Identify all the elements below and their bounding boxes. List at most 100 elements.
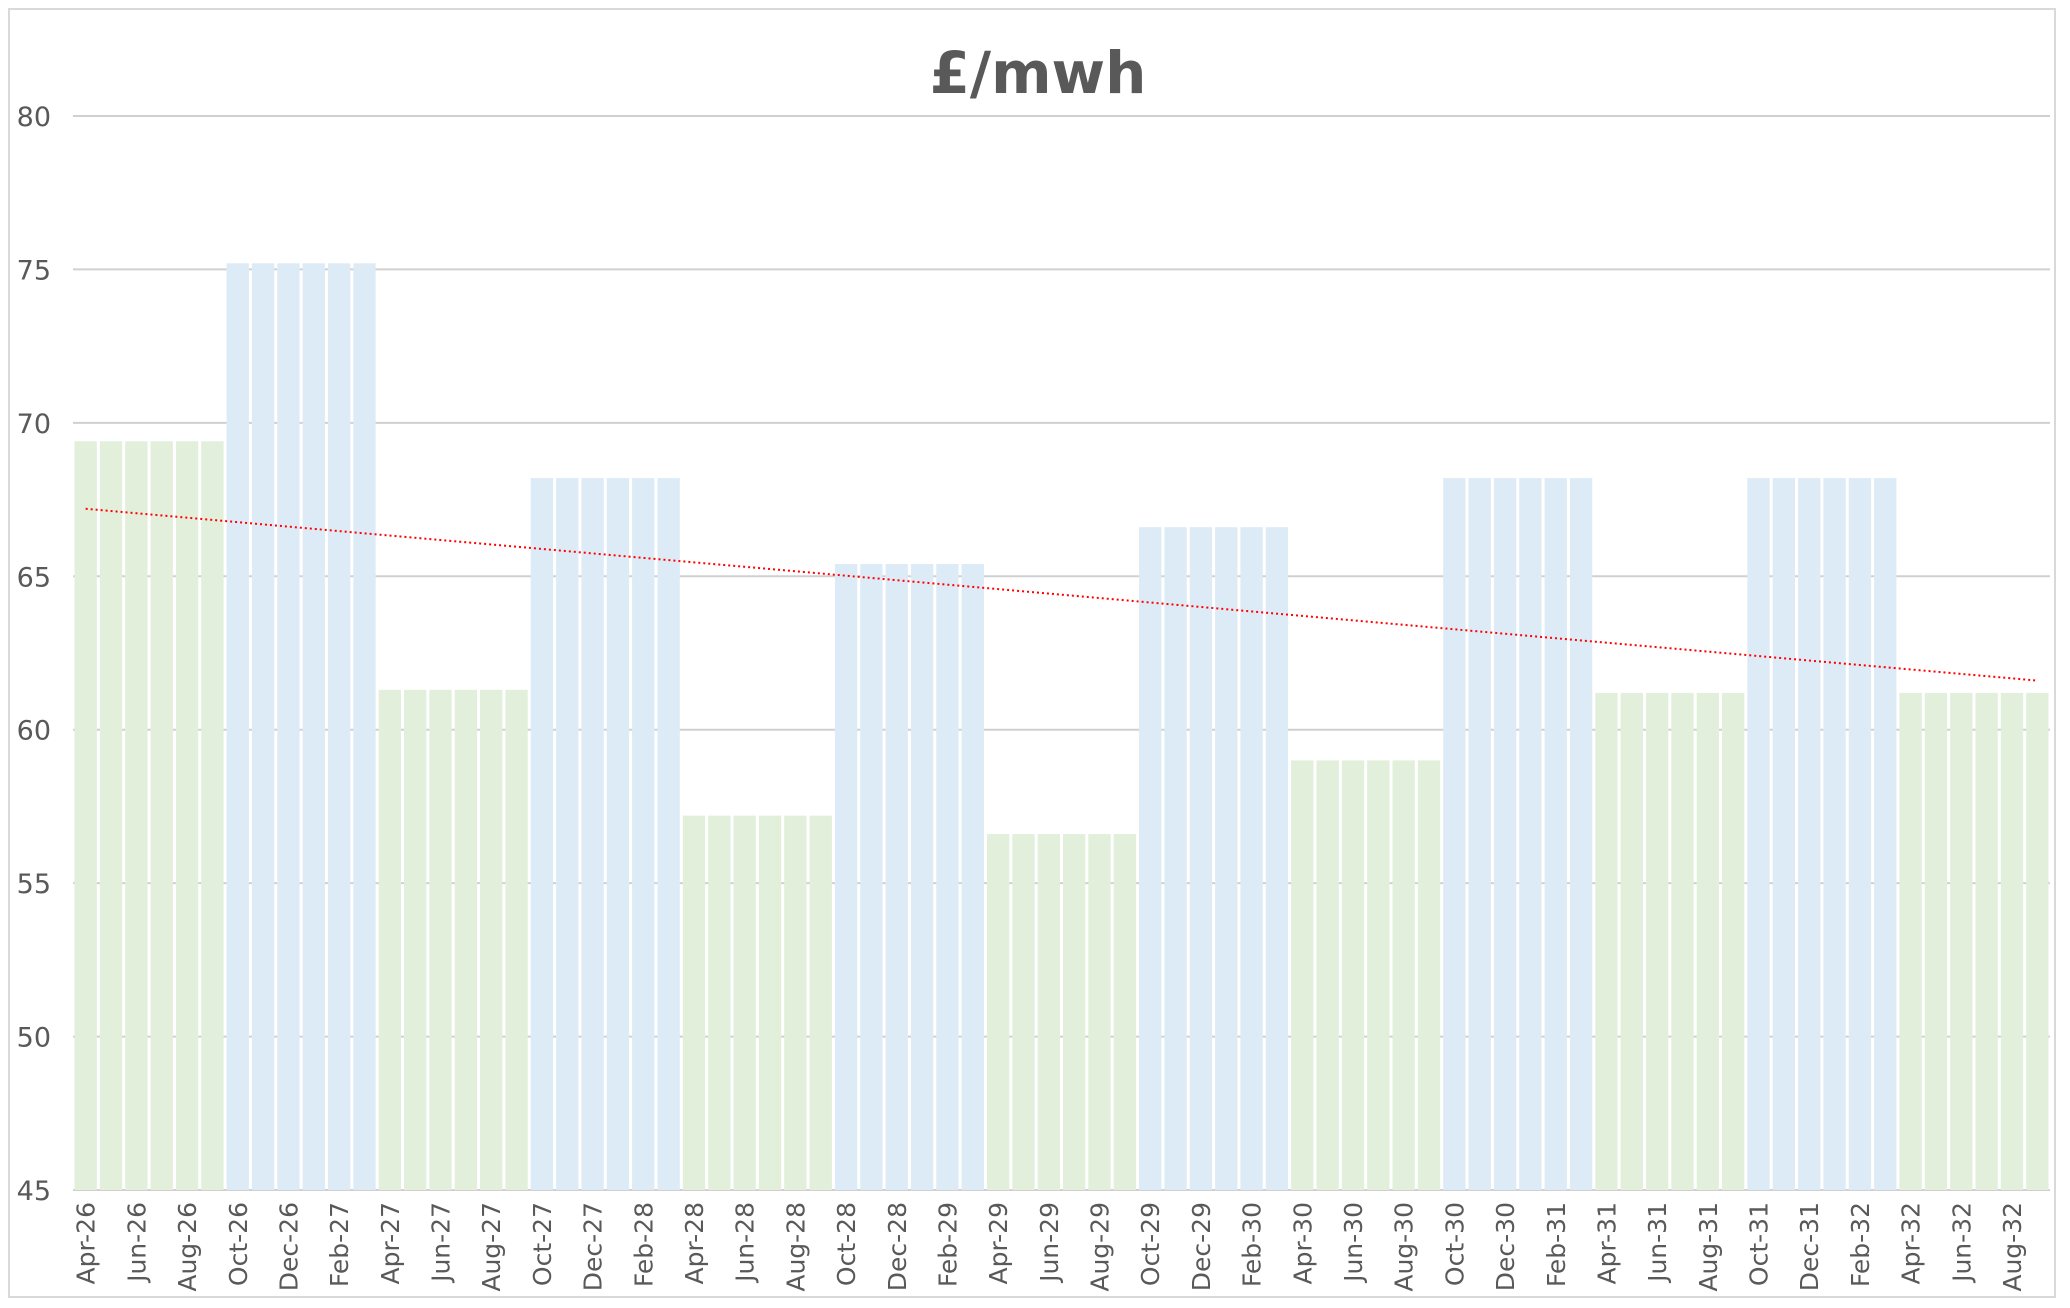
x-tick-label: Aug-29	[1086, 1202, 1115, 1292]
bar	[1798, 478, 1821, 1190]
bar	[581, 478, 604, 1190]
bar	[327, 263, 351, 1190]
x-tick-label: Feb-29	[933, 1202, 962, 1287]
bar	[961, 564, 984, 1190]
bar	[986, 834, 1010, 1190]
bar	[353, 263, 376, 1190]
y-tick-label: 50	[17, 1023, 51, 1054]
x-tick-label: Feb-30	[1238, 1202, 1267, 1287]
bar	[530, 478, 554, 1190]
bar	[733, 815, 756, 1190]
bar	[404, 689, 427, 1190]
bar	[175, 441, 199, 1191]
bar	[1215, 527, 1238, 1190]
bar	[1316, 760, 1339, 1190]
bar	[1620, 692, 1643, 1190]
bar	[1037, 834, 1060, 1190]
y-axis-ticks: 45 50 55 60 65 70 75 80	[17, 102, 51, 1207]
x-tick-label: Oct-28	[832, 1202, 861, 1286]
bar	[378, 689, 401, 1190]
bar	[1671, 692, 1694, 1190]
bar	[505, 689, 528, 1190]
chart-frame: £/mwh 45 50 55 60 65 70 75 80 Apr-26 Jun-26 Aug-2…	[8, 8, 2056, 1298]
chart-canvas: £/mwh 45 50 55 60 65 70 75 80 Apr-26 Jun-26 Aug-2…	[17, 39, 2050, 1292]
bar	[1950, 692, 1973, 1190]
bar	[1265, 527, 1289, 1190]
y-tick-label: 45	[17, 1176, 51, 1207]
bar	[936, 564, 959, 1190]
bar	[480, 689, 503, 1190]
x-tick-label: Feb-32	[1846, 1202, 1875, 1287]
bar	[1595, 692, 1618, 1190]
bar	[1823, 478, 1846, 1190]
bar	[1747, 478, 1770, 1190]
bar	[1975, 692, 1998, 1190]
trendline	[85, 507, 2038, 682]
x-tick-label: Dec-30	[1491, 1202, 1520, 1291]
x-tick-label: Aug-28	[781, 1202, 810, 1292]
bar	[2000, 692, 2024, 1190]
bar	[1722, 692, 1745, 1190]
bar	[1924, 692, 1948, 1190]
bar	[860, 564, 883, 1190]
bar	[1063, 834, 1086, 1190]
bar	[1848, 478, 1872, 1190]
bar	[454, 689, 478, 1190]
bar	[682, 815, 706, 1190]
bar	[657, 478, 680, 1190]
bar	[1468, 478, 1491, 1190]
x-axis-ticks: Apr-26 Jun-26 Aug-26 Oct-26 Dec-26 Feb-27 Apr-…	[72, 1202, 2027, 1292]
bar	[1113, 834, 1137, 1190]
bar	[1088, 834, 1111, 1190]
x-tick-label: Oct-30	[1440, 1202, 1469, 1286]
x-tick-label: Feb-31	[1542, 1202, 1571, 1287]
y-tick-label: 60	[17, 716, 51, 747]
x-tick-label: Dec-27	[579, 1202, 608, 1291]
bar	[1772, 478, 1796, 1190]
bar	[251, 263, 275, 1190]
bar	[99, 441, 123, 1191]
x-tick-label: Dec-29	[1187, 1202, 1216, 1291]
x-tick-label: Feb-28	[629, 1202, 658, 1287]
y-tick-label: 55	[17, 869, 51, 900]
bar	[1899, 692, 1922, 1190]
y-tick-label: 65	[17, 562, 51, 593]
bars	[74, 263, 2049, 1191]
x-tick-label: Apr-32	[1897, 1202, 1926, 1284]
x-tick-label: Jun-30	[1339, 1202, 1368, 1284]
x-tick-label: Aug-26	[173, 1202, 202, 1292]
bar	[201, 441, 224, 1191]
x-tick-label: Jun-29	[1035, 1202, 1064, 1284]
x-tick-label: Dec-28	[883, 1202, 912, 1291]
bar	[758, 815, 782, 1190]
x-tick-label: Aug-27	[477, 1202, 506, 1292]
chart-title: £/mwh	[930, 39, 1147, 107]
x-tick-label: Jun-31	[1643, 1202, 1672, 1284]
x-tick-label: Aug-31	[1694, 1202, 1723, 1292]
bar	[1874, 478, 1897, 1190]
bar	[429, 689, 452, 1190]
bar	[1569, 478, 1593, 1190]
bar	[910, 564, 934, 1190]
bar	[708, 815, 731, 1190]
bar	[277, 263, 300, 1190]
bar	[1291, 760, 1314, 1190]
x-tick-label: Feb-27	[325, 1202, 354, 1287]
x-tick-label: Apr-31	[1592, 1202, 1621, 1284]
x-tick-label: Dec-31	[1795, 1202, 1824, 1291]
bar	[809, 815, 832, 1190]
bar	[1164, 527, 1187, 1190]
x-tick-label: Apr-28	[680, 1202, 709, 1284]
bar	[74, 441, 97, 1191]
x-tick-label: Aug-30	[1390, 1202, 1419, 1292]
bar	[784, 815, 807, 1190]
bar	[1240, 527, 1263, 1190]
bar	[885, 564, 908, 1190]
bar	[1493, 478, 1517, 1190]
x-tick-label: Oct-27	[528, 1202, 557, 1286]
x-tick-label: Oct-29	[1136, 1202, 1165, 1286]
bar	[1341, 760, 1365, 1190]
bar	[1645, 692, 1669, 1190]
bar	[1443, 478, 1466, 1190]
x-tick-label: Apr-27	[376, 1202, 405, 1284]
